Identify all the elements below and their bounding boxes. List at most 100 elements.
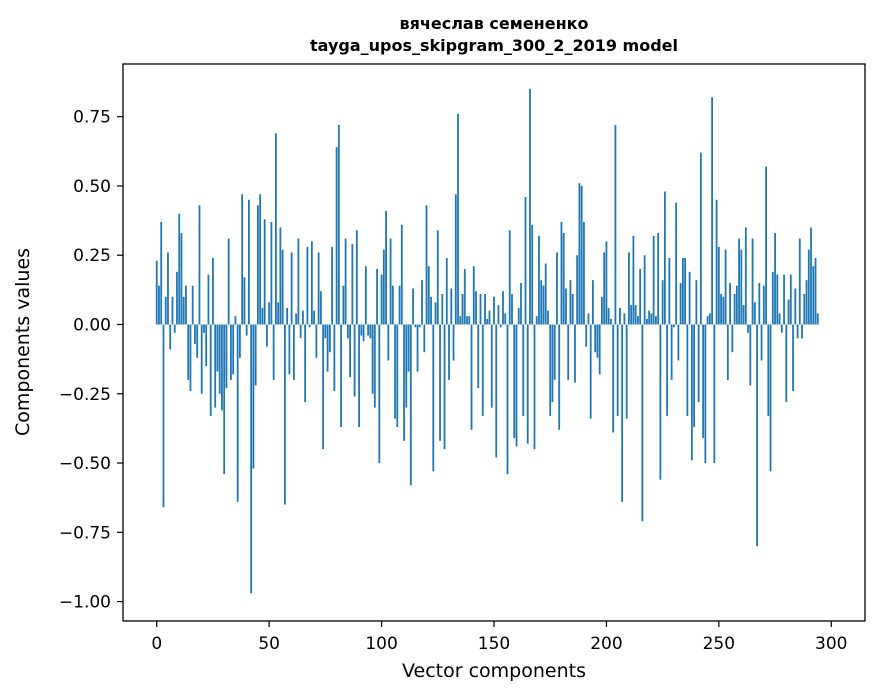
bar-67 bbox=[306, 246, 309, 325]
x-tick-label: 150 bbox=[478, 634, 510, 654]
bar-292 bbox=[812, 266, 815, 325]
bar-169 bbox=[535, 316, 538, 325]
bar-273 bbox=[769, 324, 772, 472]
bar-37 bbox=[239, 324, 241, 358]
bar-212 bbox=[632, 235, 635, 325]
bar-246 bbox=[708, 313, 711, 325]
bar-91 bbox=[360, 324, 363, 336]
bar-99 bbox=[378, 324, 381, 464]
bar-58 bbox=[286, 307, 289, 325]
bar-55 bbox=[279, 227, 282, 325]
bar-25 bbox=[212, 257, 214, 325]
bar-10 bbox=[178, 213, 181, 325]
bar-80 bbox=[335, 147, 338, 325]
bar-109 bbox=[400, 224, 403, 325]
bar-153 bbox=[499, 324, 502, 328]
bar-188 bbox=[578, 183, 581, 325]
bar-96 bbox=[371, 324, 374, 394]
x-axis-label: Vector components bbox=[402, 660, 586, 682]
chart-title: вячеслав семененко bbox=[399, 14, 588, 33]
bar-146 bbox=[484, 294, 486, 325]
bar-276 bbox=[776, 274, 779, 325]
bar-285 bbox=[796, 324, 799, 339]
bar-168 bbox=[533, 324, 536, 450]
bar-258 bbox=[735, 285, 738, 325]
y-tick-label: 0.50 bbox=[73, 177, 111, 197]
bar-240 bbox=[695, 280, 698, 325]
bar-41 bbox=[248, 199, 250, 325]
bar-79 bbox=[333, 324, 336, 391]
bar-236 bbox=[686, 324, 689, 416]
bar-269 bbox=[760, 324, 763, 361]
bar-74 bbox=[322, 324, 325, 450]
bar-202 bbox=[610, 318, 612, 325]
bar-235 bbox=[684, 257, 687, 325]
bar-277 bbox=[778, 313, 781, 325]
bar-234 bbox=[681, 257, 684, 325]
bar-6 bbox=[169, 324, 172, 350]
x-tick-label: 300 bbox=[815, 634, 847, 654]
bar-123 bbox=[432, 324, 435, 472]
x-tick-label: 250 bbox=[703, 634, 735, 654]
bar-218 bbox=[646, 318, 648, 325]
bar-159 bbox=[513, 324, 516, 439]
y-tick-label: −0.50 bbox=[59, 454, 111, 474]
bar-134 bbox=[457, 113, 459, 325]
bar-263 bbox=[747, 324, 749, 333]
bar-226 bbox=[663, 191, 666, 325]
bar-260 bbox=[740, 249, 743, 325]
bar-39 bbox=[243, 277, 246, 325]
bar-62 bbox=[295, 313, 298, 325]
bar-242 bbox=[699, 152, 702, 325]
bar-139 bbox=[468, 316, 471, 325]
bar-137 bbox=[463, 269, 466, 325]
bar-54 bbox=[277, 302, 280, 325]
bar-113 bbox=[409, 324, 412, 486]
bar-149 bbox=[490, 324, 493, 408]
bar-178 bbox=[556, 252, 558, 325]
bar-224 bbox=[659, 324, 662, 480]
bar-214 bbox=[637, 316, 639, 325]
bar-251 bbox=[720, 294, 722, 325]
bar-165 bbox=[526, 324, 529, 444]
bar-200 bbox=[605, 241, 608, 325]
bar-12 bbox=[182, 296, 185, 325]
bar-94 bbox=[367, 324, 369, 336]
x-tick-label: 100 bbox=[365, 634, 397, 654]
bar-8 bbox=[173, 324, 176, 333]
bar-238 bbox=[690, 324, 693, 461]
bar-52 bbox=[272, 324, 275, 380]
bar-115 bbox=[414, 324, 417, 328]
bar-102 bbox=[385, 210, 387, 325]
bar-78 bbox=[331, 246, 334, 325]
y-axis-ticks: −1.00 −0.75 −0.50 −0.25 0.00 0.25 0.50 0.75 bbox=[59, 108, 123, 613]
bar-119 bbox=[423, 324, 426, 353]
bar-213 bbox=[634, 305, 637, 325]
bar-270 bbox=[762, 285, 765, 325]
bar-63 bbox=[297, 238, 300, 325]
bar-7 bbox=[171, 296, 174, 325]
bar-17 bbox=[194, 324, 196, 344]
bar-245 bbox=[706, 316, 709, 325]
x-tick-label: 200 bbox=[590, 634, 622, 654]
y-tick-label: −0.75 bbox=[59, 523, 111, 543]
bar-130 bbox=[448, 324, 450, 380]
bar-51 bbox=[270, 221, 273, 325]
bar-290 bbox=[807, 249, 810, 325]
bar-286 bbox=[798, 238, 801, 325]
bar-42 bbox=[250, 324, 253, 594]
bar-125 bbox=[436, 230, 439, 325]
bar-14 bbox=[187, 324, 190, 380]
bar-64 bbox=[299, 324, 302, 339]
bar-249 bbox=[715, 199, 718, 325]
bar-237 bbox=[688, 271, 691, 325]
bar-205 bbox=[616, 324, 619, 416]
bar-65 bbox=[301, 310, 304, 325]
bar-0 bbox=[155, 260, 158, 325]
bar-84 bbox=[344, 238, 347, 325]
bar-2 bbox=[160, 221, 163, 325]
y-tick-label: −1.00 bbox=[59, 593, 111, 613]
bar-278 bbox=[780, 324, 783, 333]
bar-216 bbox=[641, 324, 644, 522]
bar-126 bbox=[439, 324, 441, 441]
